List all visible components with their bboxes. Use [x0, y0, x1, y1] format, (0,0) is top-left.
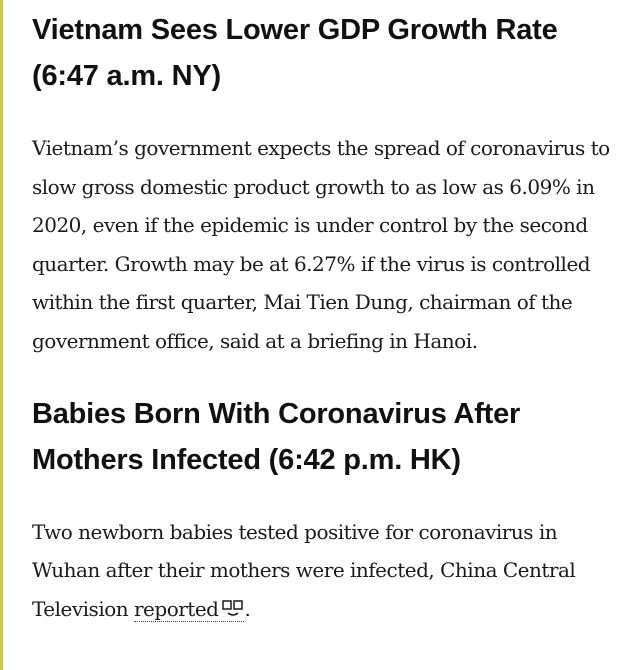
reported-link[interactable]: reported	[134, 596, 245, 622]
left-accent-rule	[0, 0, 3, 670]
reported-link-label: reported	[134, 596, 219, 621]
article-content: Vietnam Sees Lower GDP Growth Rate (6:47…	[32, 0, 622, 630]
paragraph-text-before-link: Two newborn babies tested positive for c…	[32, 519, 576, 621]
headline-babies-coronavirus: Babies Born With Coronavirus After Mothe…	[32, 397, 521, 476]
paragraph-babies-coronavirus: Two newborn babies tested positive for c…	[32, 513, 622, 631]
video-icon	[222, 592, 244, 631]
headline-vietnam-gdp: Vietnam Sees Lower GDP Growth Rate (6:47…	[32, 14, 558, 92]
paragraph-text-after-link: .	[244, 596, 251, 621]
paragraph-vietnam-gdp: Vietnam’s government expects the spread …	[32, 136, 610, 353]
